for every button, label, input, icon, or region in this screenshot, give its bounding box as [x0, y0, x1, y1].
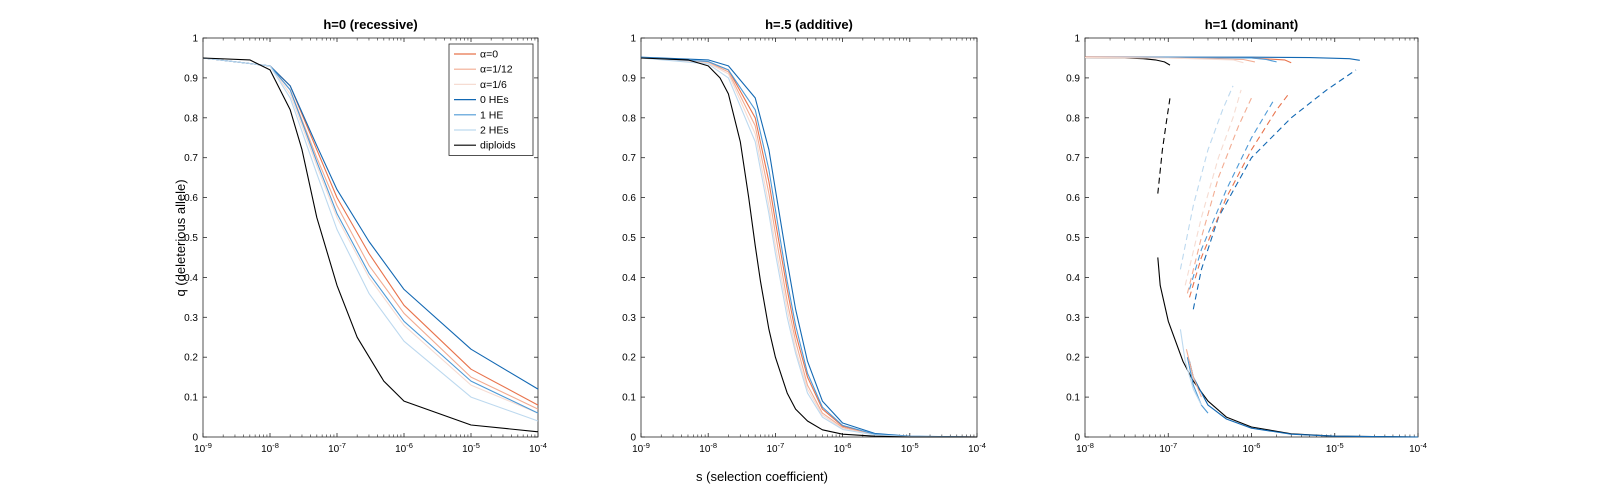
y-tick-label: 0.5 [622, 233, 636, 244]
series-line-he-0 [640, 56, 978, 438]
x-tick-label: 10-7 [328, 441, 346, 455]
x-axis-label: s (selection coefficient) [696, 469, 828, 484]
legend-entry: α=1/12 [480, 64, 513, 76]
legend-entry: α=1/6 [480, 79, 507, 91]
legend-entry: 2 HEs [480, 125, 509, 137]
legend-entry: 1 HE [480, 109, 503, 121]
x-tick-label: 10-8 [1076, 441, 1094, 455]
x-tick-label: 10-9 [632, 441, 650, 455]
legend-entry: α=0 [480, 49, 498, 61]
y-tick-label: 0.9 [622, 73, 636, 84]
y-tick-label: 0.6 [184, 193, 198, 204]
series-line-alpha-1-6 [1084, 57, 1244, 64]
series-line-alpha-1-6 [1184, 89, 1242, 286]
x-tick-label: 10-6 [395, 441, 413, 455]
y-tick-label: 0.3 [622, 313, 636, 324]
y-tick-label: 0.4 [622, 273, 636, 284]
x-tick-label: 10-8 [261, 441, 279, 455]
y-tick-label: 1 [192, 34, 198, 45]
series-line-he-0 [202, 57, 539, 390]
x-tick-label: 10-4 [968, 441, 986, 455]
y-tick-label: 0.1 [622, 393, 636, 404]
x-tick-label: 10-4 [529, 441, 547, 455]
plots-layer: h=0 (recessive) 0 0.1 0.2 0.3 0.4 0.5 0.6 0.7 0.8… [184, 17, 1427, 455]
y-tick-label: 0.8 [622, 113, 636, 124]
series-line-he-1 [640, 57, 978, 438]
x-tick-label: 10-8 [699, 441, 717, 455]
series-line-diploids [1157, 97, 1171, 194]
y-tick-label: 0.9 [1066, 73, 1080, 84]
y-tick-label: 0 [192, 433, 198, 444]
y-tick-label: 0.4 [1066, 273, 1080, 284]
series-line-alpha-1-6 [202, 57, 539, 414]
y-tick-label: 0.7 [1066, 153, 1080, 164]
y-tick-label: 0.1 [1066, 393, 1080, 404]
y-tick-label: 0.5 [184, 233, 198, 244]
y-tick-label: 0.1 [184, 393, 198, 404]
x-tick-label: 10-9 [194, 441, 212, 455]
y-tick-label: 0.4 [184, 273, 198, 284]
legend-entry: diploids [480, 140, 516, 152]
series-line-he-2 [202, 57, 539, 422]
y-tick-label: 0.6 [622, 193, 636, 204]
series-line-diploids [202, 57, 539, 433]
y-tick-label: 0 [630, 433, 636, 444]
x-tick-label: 10-7 [1159, 441, 1177, 455]
y-axis-label: q (deleterious allele) [173, 179, 188, 296]
legend: α=0 α=1/12 α=1/6 0 HEs 1 HE 2 HEs diploids [448, 43, 534, 156]
y-tick-label: 0.2 [184, 353, 198, 364]
x-tick-label: 10-5 [901, 441, 919, 455]
y-tick-label: 0.7 [622, 153, 636, 164]
y-tick-label: 0.5 [1066, 233, 1080, 244]
x-tick-label: 10-7 [767, 441, 785, 455]
panel-title: h=1 (dominant) [1205, 17, 1299, 32]
series-line-he-2 [1179, 329, 1202, 406]
y-tick-label: 1 [1074, 34, 1080, 45]
y-tick-label: 0.9 [184, 73, 198, 84]
x-tick-label: 10-6 [834, 441, 852, 455]
y-tick-label: 0 [1074, 433, 1080, 444]
series-line-diploids [640, 57, 977, 438]
panel-title: h=.5 (additive) [765, 17, 853, 32]
panel-title: h=0 (recessive) [323, 17, 417, 32]
series-line-he-2 [640, 57, 978, 438]
y-tick-label: 0.2 [622, 353, 636, 364]
panel-3: h=1 (dominant) 0 0.1 0.2 0.3 0.4 0.5 0.6 0.7 0.8 0… [1066, 17, 1427, 455]
y-tick-label: 0.7 [184, 153, 198, 164]
series-line-alpha-1-12 [1186, 97, 1252, 294]
x-tick-label: 10-5 [462, 441, 480, 455]
y-tick-label: 0.3 [184, 313, 198, 324]
legend-entry: 0 HEs [480, 94, 509, 106]
plot-area [1084, 37, 1419, 438]
y-tick-label: 0.6 [1066, 193, 1080, 204]
y-tick-label: 1 [630, 34, 636, 45]
x-tick-label: 10-5 [1326, 441, 1344, 455]
panel-1: h=0 (recessive) 0 0.1 0.2 0.3 0.4 0.5 0.6 0.7 0.8… [184, 17, 547, 455]
panel-2: h=.5 (additive) 0 0.1 0.2 0.3 0.4 0.5 0.6 0.7 0.8… [622, 17, 986, 455]
series-line-he-1 [202, 57, 539, 414]
series-line-alpha-1-12 [1185, 349, 1202, 398]
x-tick-label: 10-6 [1243, 441, 1261, 455]
series-line-he-1 [1186, 357, 1209, 414]
series-line-alpha-0 [1188, 93, 1290, 298]
series-line-he-2 [1179, 85, 1234, 270]
x-tick-label: 10-4 [1409, 441, 1427, 455]
y-tick-label: 0.3 [1066, 313, 1080, 324]
y-tick-label: 0.2 [1066, 353, 1080, 364]
series-line-he-0 [1192, 69, 1357, 310]
y-tick-label: 0.8 [184, 113, 198, 124]
y-tick-label: 0.8 [1066, 113, 1080, 124]
